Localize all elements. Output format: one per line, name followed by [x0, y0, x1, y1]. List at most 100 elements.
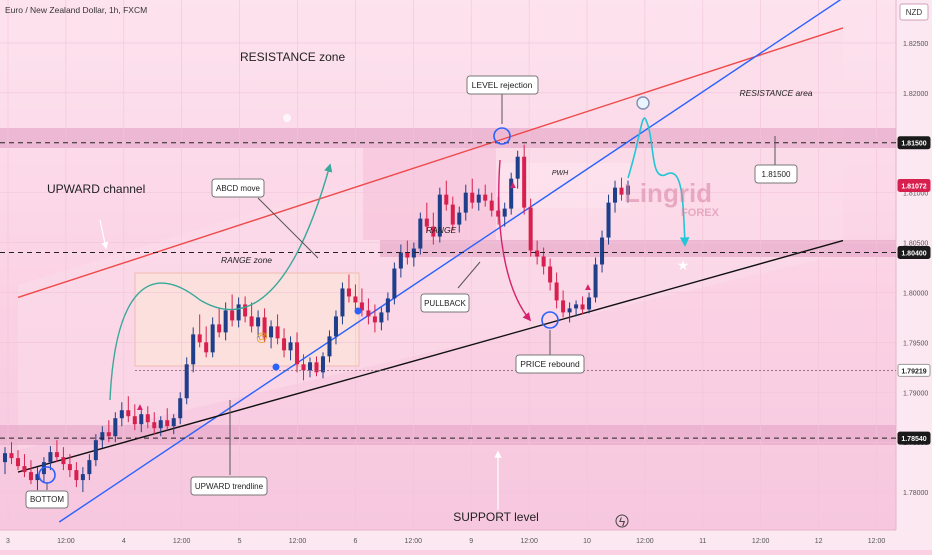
- candle-body: [295, 342, 300, 365]
- range-zone-box: [134, 272, 360, 367]
- price-tick-label: 1.82000: [903, 91, 928, 98]
- candle-body: [483, 194, 488, 201]
- time-tick-label: 10: [583, 538, 591, 545]
- candle-body: [314, 362, 319, 373]
- candle-body: [210, 324, 215, 353]
- time-tick-label: 12:00: [520, 538, 538, 545]
- price-tick-label: 1.78000: [903, 490, 928, 497]
- candle-body: [522, 156, 527, 208]
- price-level-badge[interactable]: [897, 178, 931, 192]
- lightning-icon[interactable]: ϟ: [619, 515, 626, 529]
- support-zone-band: [0, 425, 896, 445]
- time-axis-background: [0, 530, 932, 550]
- candle-body: [217, 324, 222, 333]
- trend-touch-dot-2: [354, 307, 362, 315]
- candle-body: [418, 218, 423, 249]
- star-icon: ★: [677, 257, 690, 273]
- candle-body: [535, 250, 540, 257]
- candle-body: [554, 282, 559, 301]
- candle-body: [9, 453, 14, 459]
- price-tick-label: 1.79500: [903, 340, 928, 347]
- candle-body: [502, 208, 507, 217]
- price-level-badge[interactable]: [897, 431, 931, 445]
- rocket-icon: ▲: [135, 402, 145, 413]
- candle-body: [275, 326, 280, 339]
- price-tick-label: 1.82500: [903, 41, 928, 48]
- candle-body: [2, 453, 8, 463]
- abcd-move-label: ABCD move: [216, 184, 261, 193]
- candle-body: [100, 432, 105, 441]
- price-level-badge[interactable]: [897, 363, 931, 377]
- price-rebound-box: [515, 354, 585, 374]
- level-rejection-box: [466, 75, 539, 95]
- candle-body: [372, 316, 377, 323]
- level-lines: [0, 142, 896, 439]
- candle-body: [54, 452, 59, 458]
- candle-body: [204, 342, 209, 353]
- time-tick-label: 12:00: [636, 538, 654, 545]
- price-tick-label: 1.79000: [903, 390, 928, 397]
- time-tick-label: 11: [699, 538, 706, 545]
- candle-body: [379, 312, 384, 323]
- candle-body: [541, 256, 546, 267]
- candle-body: [353, 296, 358, 303]
- candle-body: [392, 268, 397, 299]
- candles: [2, 144, 631, 493]
- candle-body: [184, 364, 189, 399]
- time-axis[interactable]: 3 12:00 4 12:00 5 12:00 6 12:00 9 12:00 10 12:00 11 1…: [6, 538, 885, 545]
- candle-body: [87, 460, 92, 475]
- time-tick-label: 12:00: [868, 538, 886, 545]
- trend-touch-dot-1: [272, 363, 280, 371]
- upward-channel-pointer: [99, 219, 109, 250]
- candle-body: [152, 422, 157, 429]
- target-marker: [636, 96, 650, 110]
- price-tick-label: 1.80000: [903, 290, 928, 297]
- price-level-badge[interactable]: [897, 246, 931, 260]
- time-tick-label: 12:00: [405, 538, 423, 545]
- candle-body: [340, 288, 345, 317]
- candle-body: [22, 466, 27, 473]
- candle-body: [457, 212, 462, 225]
- candle-body: [145, 414, 150, 423]
- pullback-arrow: [498, 159, 532, 322]
- candle-body: [489, 200, 494, 211]
- candle-body: [574, 304, 579, 309]
- candle-body: [450, 204, 455, 225]
- symbol-title: Euro / New Zealand Dollar, 1h, FXCM: [5, 5, 147, 15]
- price-level-badge-label: 1.78540: [901, 436, 926, 443]
- candle-body: [119, 410, 124, 419]
- resistance-zone-label: RESISTANCE zone: [240, 50, 345, 64]
- candle-body: [320, 356, 326, 373]
- candle-body: [15, 458, 20, 467]
- price-level-badge-label: 1.81500: [901, 141, 926, 148]
- candle-body: [437, 194, 442, 237]
- candle-body: [398, 252, 403, 269]
- candle-body: [366, 310, 371, 317]
- candle-body: [178, 398, 183, 419]
- currency-button[interactable]: [899, 3, 929, 21]
- candle-body: [476, 194, 481, 203]
- price-tick-label: 1.80500: [903, 241, 928, 248]
- watermark-brand: Lingrid: [624, 178, 712, 208]
- support-trendline: [17, 239, 844, 473]
- pullback-connector: [457, 261, 481, 289]
- candle-body: [548, 266, 553, 283]
- candle-body: [580, 304, 585, 310]
- candle-body: [61, 457, 66, 465]
- time-tick-label: 5: [238, 538, 242, 545]
- candle-body: [171, 418, 176, 427]
- resistance-area-label: RESISTANCE area: [739, 88, 812, 98]
- candle-body: [230, 310, 235, 321]
- pullback-label: PULLBACK: [424, 299, 466, 308]
- bottom-label: BOTTOM: [30, 495, 64, 504]
- price-axis[interactable]: 1.82500 1.82000 1.81500 1.81000 1.80500 1.800…: [897, 41, 931, 497]
- upward-trendline: [58, 0, 842, 523]
- candle-body: [139, 414, 144, 425]
- rocket-icon: ▲: [583, 282, 593, 293]
- projection-path: [627, 117, 690, 247]
- price-level-badge[interactable]: [897, 136, 931, 150]
- time-tick-label: 12:00: [57, 538, 75, 545]
- candle-body: [243, 304, 248, 317]
